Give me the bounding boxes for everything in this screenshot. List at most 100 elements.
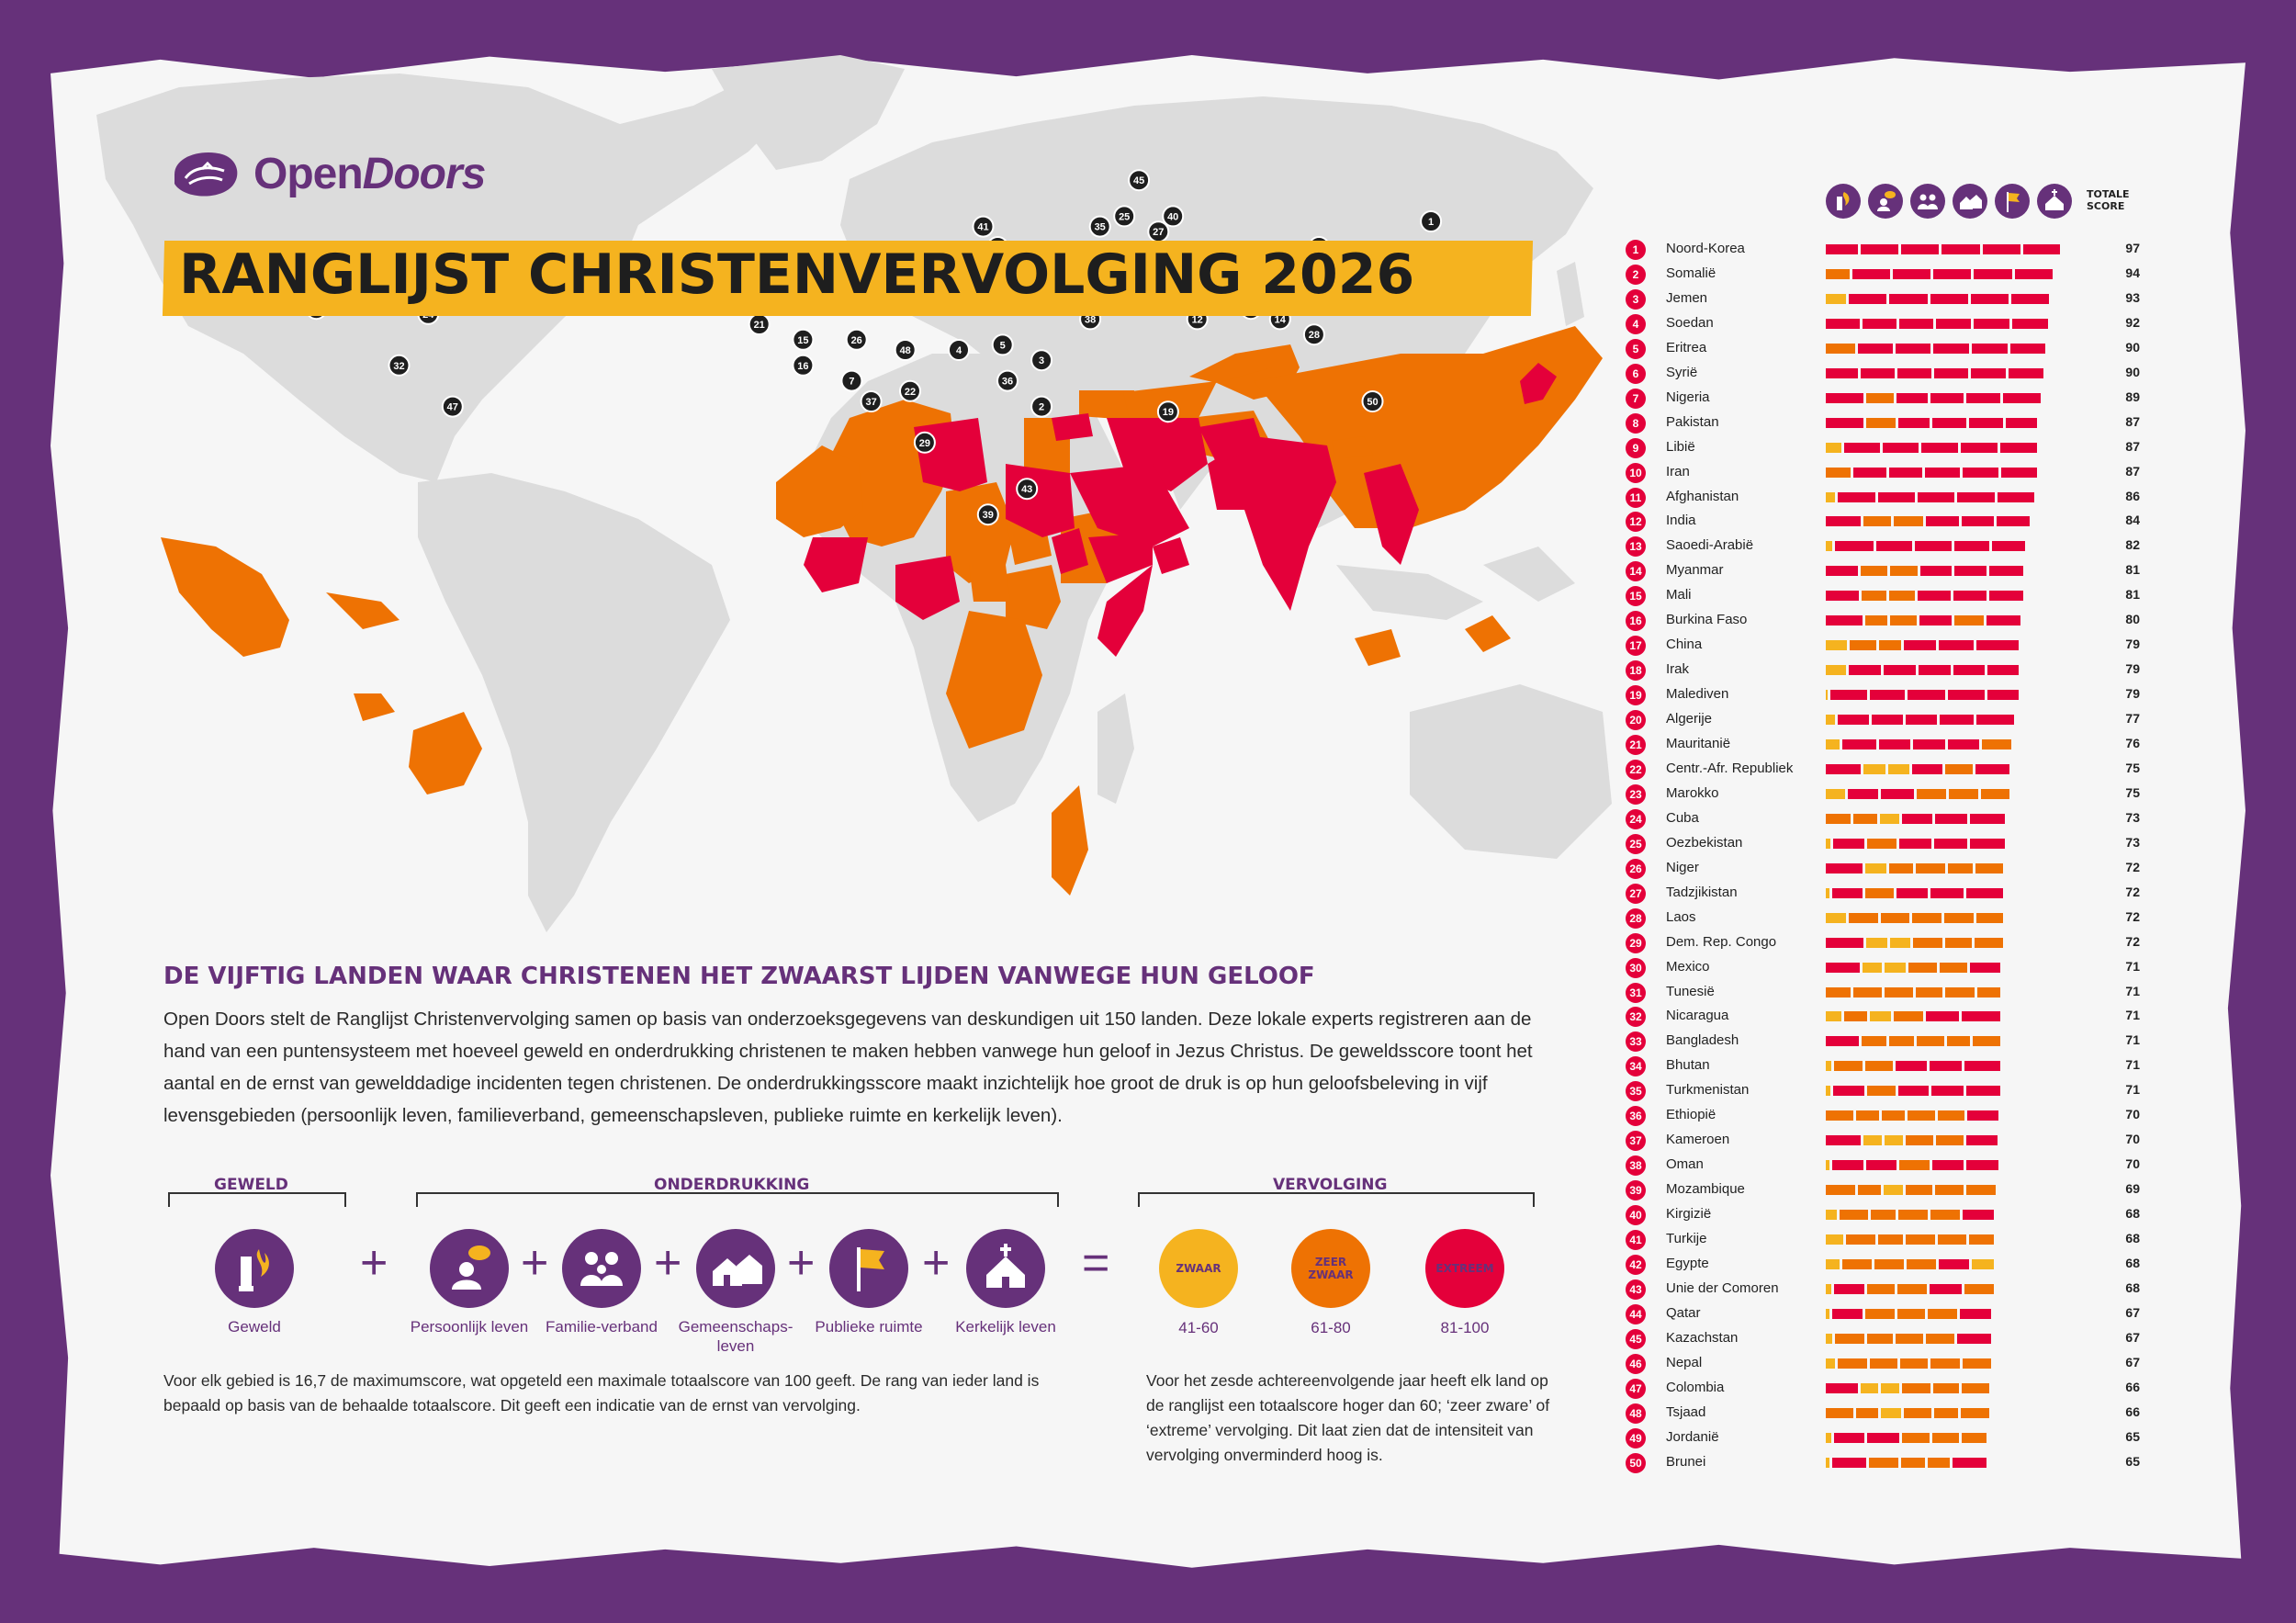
total-score: 89 xyxy=(2125,389,2140,404)
total-score: 73 xyxy=(2125,834,2140,850)
score-bar-kerkelijk-leven xyxy=(1965,1086,2000,1097)
score-bar-familieverband xyxy=(1898,417,1930,428)
score-bar-persoonlijk-leven xyxy=(1863,962,1882,973)
score-bar-familieverband xyxy=(1869,1011,1892,1022)
score-bar-geweld xyxy=(1826,343,1856,354)
total-score: 87 xyxy=(2125,463,2140,479)
score-bar-geweld xyxy=(1826,491,1835,502)
country-name: Jordanië xyxy=(1666,1428,1719,1445)
score-bars xyxy=(1826,739,2012,750)
rank-badge: 44 xyxy=(1626,1303,1646,1324)
country-name: Kameroen xyxy=(1666,1132,1730,1148)
score-bar-publieke-ruimte xyxy=(1982,244,2020,254)
fire-fist-icon xyxy=(1826,184,1861,219)
score-bar-kerkelijk-leven xyxy=(2014,268,2053,279)
score-bar-geweld xyxy=(1826,715,1835,726)
map-marker: 36 xyxy=(996,369,1019,392)
score-bar-persoonlijk-leven xyxy=(1831,1160,1864,1171)
score-bar-familieverband xyxy=(1901,244,1940,254)
score-bar-familieverband xyxy=(1881,788,1915,799)
open-doors-logo-icon xyxy=(174,152,238,197)
score-bar-persoonlijk-leven xyxy=(1844,1011,1867,1022)
ranking-row: 35 Turkmenistan 71 xyxy=(1626,1078,2177,1103)
ranking-row: 20 Algerije 77 xyxy=(1626,707,2177,732)
score-bar-familieverband xyxy=(1874,1258,1904,1269)
ranking-row: 1 Noord-Korea 97 xyxy=(1626,237,2177,262)
country-name: Bhutan xyxy=(1666,1057,1710,1074)
country-name: Turkije xyxy=(1666,1231,1707,1246)
country-name: Libië xyxy=(1666,438,1695,455)
country-name: India xyxy=(1666,513,1696,529)
score-bars xyxy=(1826,392,2042,403)
score-bar-publieke-ruimte xyxy=(1954,615,1985,626)
score-bar-publieke-ruimte xyxy=(1926,1333,1955,1344)
score-bars xyxy=(1826,813,2005,824)
score-bar-kerkelijk-leven xyxy=(1975,763,2009,774)
score-bars xyxy=(1826,715,2014,726)
severity-extreem: EXTREEM xyxy=(1425,1229,1504,1308)
svg-text:32: 32 xyxy=(393,361,404,372)
ranking-row: 49 Jordanië 65 xyxy=(1626,1426,2177,1450)
score-bar-familieverband xyxy=(1866,1160,1897,1171)
score-bar-publieke-ruimte xyxy=(1953,591,1986,602)
score-bar-gemeenschapsleven xyxy=(1897,1283,1928,1294)
rank-badge: 46 xyxy=(1626,1353,1646,1374)
score-bar-geweld xyxy=(1826,615,1863,626)
ranking-row: 46 Nepal 67 xyxy=(1626,1351,2177,1376)
map-marker: 28 xyxy=(1302,323,1325,346)
score-bar-gemeenschapsleven xyxy=(1913,739,1945,750)
country-name: Bangladesh xyxy=(1666,1032,1739,1049)
total-score: 71 xyxy=(2125,1008,2140,1023)
ranking-row: 50 Brunei 65 xyxy=(1626,1450,2177,1475)
score-bar-kerkelijk-leven xyxy=(1962,1011,2001,1022)
score-bar-geweld xyxy=(1826,1432,1832,1443)
score-bar-geweld xyxy=(1826,1061,1832,1072)
svg-text:45: 45 xyxy=(1133,175,1144,186)
score-bar-kerkelijk-leven xyxy=(1969,813,2005,824)
score-bar-gemeenschapsleven xyxy=(1901,1432,1930,1443)
country-name: Nicaragua xyxy=(1666,1008,1729,1024)
score-bar-familieverband xyxy=(1867,1333,1893,1344)
plus-sign: + xyxy=(654,1236,682,1290)
person-thought-icon xyxy=(430,1229,509,1308)
country-name: Irak xyxy=(1666,661,1690,678)
score-bar-familieverband xyxy=(1877,1234,1903,1245)
rank-badge: 40 xyxy=(1626,1205,1646,1226)
total-score: 80 xyxy=(2125,612,2140,627)
score-bar-gemeenschapsleven xyxy=(1905,1234,1935,1245)
score-bar-kerkelijk-leven xyxy=(1963,1358,1992,1369)
rank-badge: 12 xyxy=(1626,512,1646,533)
score-bar-geweld xyxy=(1826,591,1859,602)
flag-icon xyxy=(1995,184,2030,219)
rank-badge: 33 xyxy=(1626,1031,1646,1053)
country-name: Tunesië xyxy=(1666,983,1715,999)
score-bar-geweld xyxy=(1826,1036,1859,1047)
ranking-row: 18 Irak 79 xyxy=(1626,658,2177,682)
score-bars xyxy=(1826,862,2003,873)
score-bar-publieke-ruimte xyxy=(1962,467,1999,478)
score-bar-kerkelijk-leven xyxy=(1986,615,2021,626)
map-marker: 26 xyxy=(845,328,868,351)
score-bars xyxy=(1826,566,2023,577)
note-left: Voor elk gebied is 16,7 de maximumscore,… xyxy=(163,1371,1040,1414)
ranking-row: 27 Tadzjikistan 72 xyxy=(1626,881,2177,906)
ranking-row: 2 Somalië 94 xyxy=(1626,262,2177,287)
map-marker: 1 xyxy=(1420,210,1443,232)
score-bars xyxy=(1826,1110,1998,1121)
rank-badge: 29 xyxy=(1626,932,1646,953)
score-bar-familieverband xyxy=(1871,1210,1896,1221)
ranking-row: 30 Mexico 71 xyxy=(1626,955,2177,980)
score-bar-gemeenschapsleven xyxy=(1919,615,1953,626)
country-name: Laos xyxy=(1666,908,1696,925)
score-bar-kerkelijk-leven xyxy=(2009,367,2043,378)
score-bar-familieverband xyxy=(1896,343,1931,354)
ranking-row: 4 Soedan 92 xyxy=(1626,311,2177,336)
score-bar-geweld xyxy=(1826,1382,1858,1393)
score-bar-geweld xyxy=(1826,862,1863,873)
score-bar-kerkelijk-leven xyxy=(1968,1234,1994,1245)
country-name: Jemen xyxy=(1666,289,1708,306)
total-score: 71 xyxy=(2125,983,2140,998)
score-bar-geweld xyxy=(1826,937,1863,948)
score-bars xyxy=(1826,788,2010,799)
svg-text:37: 37 xyxy=(865,397,876,408)
